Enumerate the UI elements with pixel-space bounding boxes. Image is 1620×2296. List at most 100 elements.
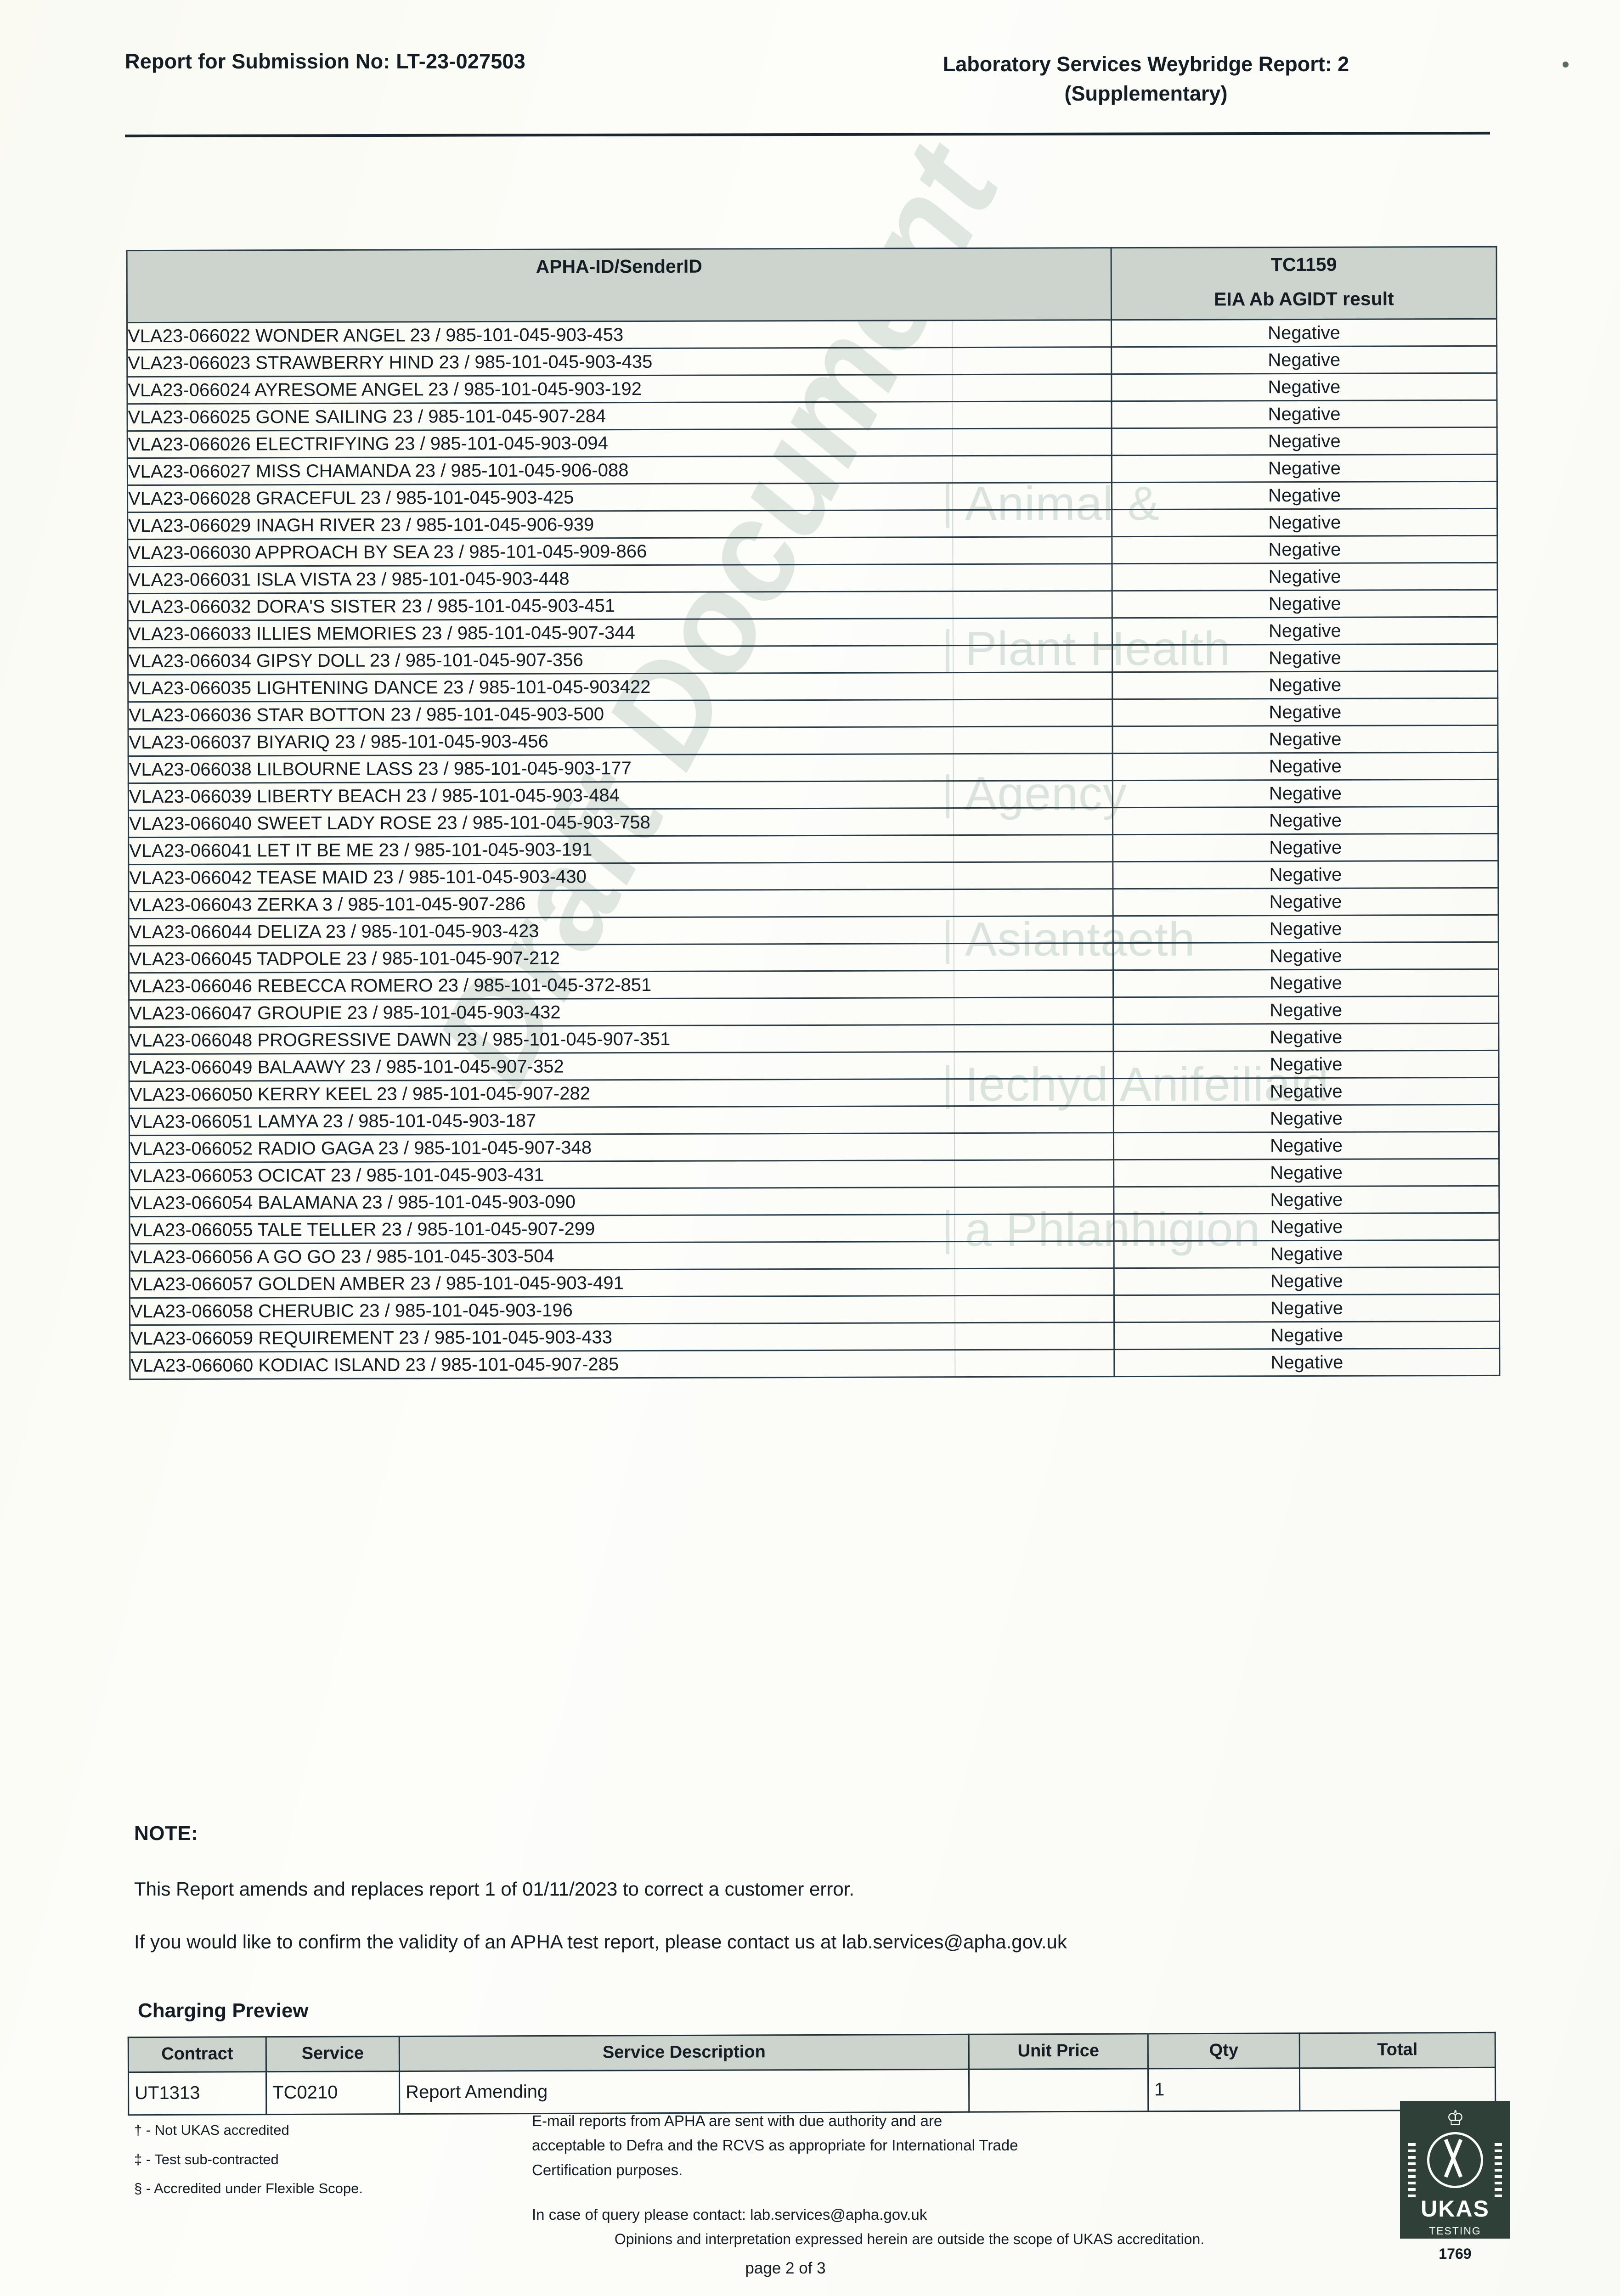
result-row-apha-id: VLA23-066058 CHERUBIC 23 / 985-101-045-9… bbox=[130, 1295, 1114, 1325]
table-row: VLA23-066056 A GO GO 23 / 985-101-045-30… bbox=[130, 1240, 1500, 1271]
table-row: VLA23-066050 KERRY KEEL 23 / 985-101-045… bbox=[129, 1077, 1499, 1109]
table-row: VLA23-066040 SWEET LADY ROSE 23 / 985-10… bbox=[128, 806, 1498, 838]
result-row-value: Negative bbox=[1113, 1159, 1499, 1187]
result-row-value: Negative bbox=[1113, 996, 1499, 1024]
result-row-value: Negative bbox=[1114, 1321, 1500, 1350]
result-row-apha-id: VLA23-066039 LIBERTY BEACH 23 / 985-101-… bbox=[128, 780, 1113, 810]
charging-header-qty: Qty bbox=[1148, 2033, 1300, 2069]
result-row-value: Negative bbox=[1114, 1240, 1500, 1268]
charge-qty: 1 bbox=[1148, 2068, 1300, 2111]
email-disclaimer-line1: E-mail reports from APHA are sent with d… bbox=[532, 2112, 943, 2129]
submission-number-title: Report for Submission No: LT-23-027503 bbox=[125, 50, 525, 73]
ukas-tick-marks-right bbox=[1495, 2143, 1502, 2198]
results-table-head: APHA-ID/SenderID TC1159 EIA Ab AGIDT res… bbox=[127, 247, 1497, 323]
query-contact-line: In case of query please contact: lab.ser… bbox=[532, 2206, 927, 2223]
charge-unit-price bbox=[969, 2068, 1148, 2112]
charging-header-description: Service Description bbox=[399, 2034, 969, 2071]
table-row: VLA23-066060 KODIAC ISLAND 23 / 985-101-… bbox=[130, 1348, 1500, 1379]
table-row: VLA23-066029 INAGH RIVER 23 / 985-101-04… bbox=[127, 508, 1497, 540]
note-paragraph-amendment: This Report amends and replaces report 1… bbox=[134, 1878, 855, 1900]
note-section: NOTE: This Report amends and replaces re… bbox=[134, 1822, 1494, 1954]
result-row-apha-id: VLA23-066057 GOLDEN AMBER 23 / 985-101-0… bbox=[130, 1268, 1114, 1298]
ukas-accreditation-logo: ♔ UKAS TESTING bbox=[1400, 2101, 1510, 2239]
column-header-apha-id: APHA-ID/SenderID bbox=[127, 248, 1112, 323]
table-row: VLA23-066025 GONE SAILING 23 / 985-101-0… bbox=[127, 400, 1497, 431]
charging-table-container: Contract Service Service Description Uni… bbox=[128, 2032, 1496, 2116]
ukas-testing-label: TESTING bbox=[1429, 2225, 1481, 2237]
result-row-value: Negative bbox=[1113, 1023, 1499, 1052]
note-paragraph-validity: If you would like to confirm the validit… bbox=[134, 1930, 1067, 1953]
table-row: VLA23-066054 BALAMANA 23 / 985-101-045-9… bbox=[129, 1186, 1499, 1217]
result-row-apha-id: VLA23-066030 APPROACH BY SEA 23 / 985-10… bbox=[127, 536, 1112, 567]
result-row-value: Negative bbox=[1112, 888, 1499, 916]
note-title: NOTE: bbox=[134, 1822, 198, 1845]
result-row-apha-id: VLA23-066024 AYRESOME ANGEL 23 / 985-101… bbox=[127, 374, 1112, 404]
result-row-apha-id: VLA23-066033 ILLIES MEMORIES 23 / 985-10… bbox=[128, 618, 1112, 648]
result-row-value: Negative bbox=[1112, 833, 1498, 862]
result-row-apha-id: VLA23-066049 BALAAWY 23 / 985-101-045-90… bbox=[129, 1051, 1114, 1081]
table-row: VLA23-066027 MISS CHAMANDA 23 / 985-101-… bbox=[127, 454, 1497, 485]
result-row-value: Negative bbox=[1112, 752, 1498, 781]
result-row-value: Negative bbox=[1112, 671, 1498, 699]
result-row-apha-id: VLA23-066028 GRACEFUL 23 / 985-101-045-9… bbox=[127, 482, 1112, 512]
table-row: VLA23-066044 DELIZA 23 / 985-101-045-903… bbox=[129, 915, 1499, 946]
result-row-value: Negative bbox=[1112, 617, 1498, 645]
table-row: VLA23-066053 OCICAT 23 / 985-101-045-903… bbox=[129, 1159, 1499, 1190]
result-row-value: Negative bbox=[1112, 535, 1497, 564]
table-row: VLA23-066059 REQUIREMENT 23 / 985-101-04… bbox=[130, 1321, 1500, 1352]
scan-artifact-dot bbox=[1563, 62, 1569, 68]
result-row-value: Negative bbox=[1114, 1348, 1500, 1377]
result-row-value: Negative bbox=[1112, 427, 1497, 456]
result-row-value: Negative bbox=[1113, 1186, 1499, 1214]
table-row: VLA23-066036 STAR BOTTON 23 / 985-101-04… bbox=[128, 698, 1498, 729]
result-row-apha-id: VLA23-066053 OCICAT 23 / 985-101-045-903… bbox=[129, 1159, 1114, 1190]
report-title-line2: (Supplementary) bbox=[1064, 81, 1228, 105]
table-row: VLA23-066051 LAMYA 23 / 985-101-045-903-… bbox=[129, 1104, 1499, 1136]
table-row: VLA23-066052 RADIO GAGA 23 / 985-101-045… bbox=[129, 1131, 1499, 1163]
result-row-value: Negative bbox=[1114, 1294, 1500, 1322]
result-row-value: Negative bbox=[1111, 319, 1497, 347]
result-row-apha-id: VLA23-066041 LET IT BE ME 23 / 985-101-0… bbox=[128, 834, 1113, 865]
result-row-value: Negative bbox=[1114, 1267, 1500, 1295]
table-row: VLA23-066042 TEASE MAID 23 / 985-101-045… bbox=[128, 861, 1498, 892]
result-row-apha-id: VLA23-066026 ELECTRIFYING 23 / 985-101-0… bbox=[127, 428, 1112, 458]
result-row-value: Negative bbox=[1111, 400, 1497, 428]
result-row-value: Negative bbox=[1111, 373, 1497, 401]
ukas-wordmark: UKAS bbox=[1421, 2196, 1490, 2222]
result-row-apha-id: VLA23-066032 DORA'S SISTER 23 / 985-101-… bbox=[128, 591, 1112, 621]
result-row-apha-id: VLA23-066025 GONE SAILING 23 / 985-101-0… bbox=[127, 401, 1112, 431]
table-row: VLA23-066041 LET IT BE ME 23 / 985-101-0… bbox=[128, 833, 1498, 865]
result-row-value: Negative bbox=[1113, 915, 1499, 943]
result-row-value: Negative bbox=[1113, 969, 1499, 997]
table-row: VLA23-066049 BALAAWY 23 / 985-101-045-90… bbox=[129, 1050, 1499, 1081]
charging-table: Contract Service Service Description Uni… bbox=[128, 2032, 1496, 2116]
table-row: VLA23-066031 ISLA VISTA 23 / 985-101-045… bbox=[127, 563, 1498, 594]
result-row-value: Negative bbox=[1112, 481, 1497, 510]
charging-header-service: Service bbox=[266, 2036, 400, 2072]
email-disclaimer-line2: acceptable to Defra and the RCVS as appr… bbox=[532, 2137, 1018, 2154]
footnote-not-accredited: † - Not UKAS accredited bbox=[134, 2122, 289, 2138]
accreditation-footnotes: † - Not UKAS accredited ‡ - Test sub-con… bbox=[134, 2116, 616, 2203]
table-row: VLA23-066047 GROUPIE 23 / 985-101-045-90… bbox=[129, 996, 1499, 1027]
result-row-apha-id: VLA23-066034 GIPSY DOLL 23 / 985-101-045… bbox=[128, 645, 1112, 675]
result-row-apha-id: VLA23-066036 STAR BOTTON 23 / 985-101-04… bbox=[128, 699, 1112, 729]
charge-contract: UT1313 bbox=[128, 2071, 266, 2115]
result-row-value: Negative bbox=[1113, 1050, 1499, 1079]
result-row-value: Negative bbox=[1112, 698, 1498, 726]
result-row-apha-id: VLA23-066035 LIGHTENING DANCE 23 / 985-1… bbox=[128, 672, 1112, 702]
table-row: VLA23-066057 GOLDEN AMBER 23 / 985-101-0… bbox=[130, 1267, 1500, 1298]
result-header-code: TC1159 bbox=[1270, 253, 1337, 276]
result-row-apha-id: VLA23-066048 PROGRESSIVE DAWN 23 / 985-1… bbox=[129, 1024, 1113, 1054]
table-row: VLA23-066055 TALE TELLER 23 / 985-101-04… bbox=[129, 1213, 1500, 1244]
charging-header-unit-price: Unit Price bbox=[969, 2033, 1148, 2070]
table-row: VLA23-066026 ELECTRIFYING 23 / 985-101-0… bbox=[127, 427, 1497, 458]
result-row-apha-id: VLA23-066055 TALE TELLER 23 / 985-101-04… bbox=[129, 1214, 1114, 1244]
result-row-value: Negative bbox=[1112, 590, 1498, 618]
result-row-apha-id: VLA23-066045 TADPOLE 23 / 985-101-045-90… bbox=[129, 943, 1113, 973]
result-row-apha-id: VLA23-066044 DELIZA 23 / 985-101-045-903… bbox=[129, 916, 1113, 946]
result-row-value: Negative bbox=[1112, 454, 1497, 483]
charging-header-row: Contract Service Service Description Uni… bbox=[128, 2032, 1496, 2072]
apha-id-header-label: APHA-ID/SenderID bbox=[536, 255, 702, 277]
table-row: VLA23-066033 ILLIES MEMORIES 23 / 985-10… bbox=[128, 617, 1498, 648]
